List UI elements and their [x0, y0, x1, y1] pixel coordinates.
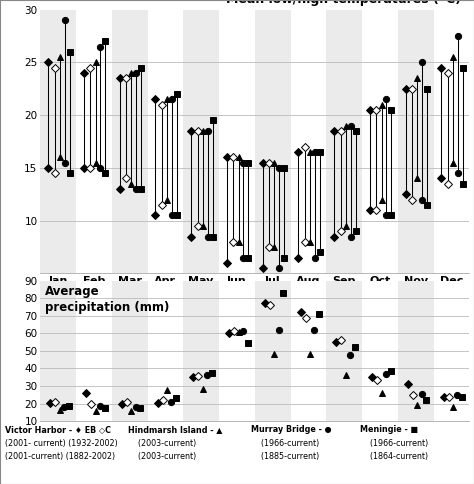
Bar	[398, 281, 434, 421]
Bar	[76, 10, 112, 273]
Bar	[362, 281, 398, 421]
Text: Average
precipitation (mm): Average precipitation (mm)	[45, 285, 169, 314]
Bar	[434, 10, 469, 273]
Text: (2003-current): (2003-current)	[128, 452, 196, 461]
Text: (1885-current): (1885-current)	[251, 452, 319, 461]
Text: (2001-current) (1882-2002): (2001-current) (1882-2002)	[5, 452, 115, 461]
Text: (1966-current): (1966-current)	[360, 439, 428, 448]
Bar	[255, 10, 291, 273]
Bar	[326, 281, 362, 421]
Text: Victor Harbor - ♦ EB ◇C: Victor Harbor - ♦ EB ◇C	[5, 425, 111, 434]
Bar	[398, 10, 434, 273]
Text: (2003-current): (2003-current)	[128, 439, 196, 448]
Bar	[291, 10, 326, 273]
Bar	[255, 281, 291, 421]
Text: Mean low/high temperatures (ºC): Mean low/high temperatures (ºC)	[226, 0, 461, 6]
Text: Murray Bridge - ●: Murray Bridge - ●	[251, 425, 332, 434]
Bar	[219, 10, 255, 273]
Text: (2001- current) (1932-2002): (2001- current) (1932-2002)	[5, 439, 118, 448]
Text: Hindmarsh Island - ▲: Hindmarsh Island - ▲	[128, 425, 222, 434]
Bar	[434, 281, 469, 421]
Bar	[76, 281, 112, 421]
Bar	[183, 10, 219, 273]
Text: (1864-current): (1864-current)	[360, 452, 428, 461]
Bar	[183, 281, 219, 421]
Bar	[291, 281, 326, 421]
Bar	[40, 281, 76, 421]
Bar	[147, 10, 183, 273]
Text: Meningie - ■: Meningie - ■	[360, 425, 418, 434]
Bar	[219, 281, 255, 421]
Bar	[112, 281, 147, 421]
Bar	[326, 10, 362, 273]
Bar	[147, 281, 183, 421]
Text: (1966-current): (1966-current)	[251, 439, 319, 448]
Bar	[362, 10, 398, 273]
Bar	[112, 10, 147, 273]
Bar	[40, 10, 76, 273]
